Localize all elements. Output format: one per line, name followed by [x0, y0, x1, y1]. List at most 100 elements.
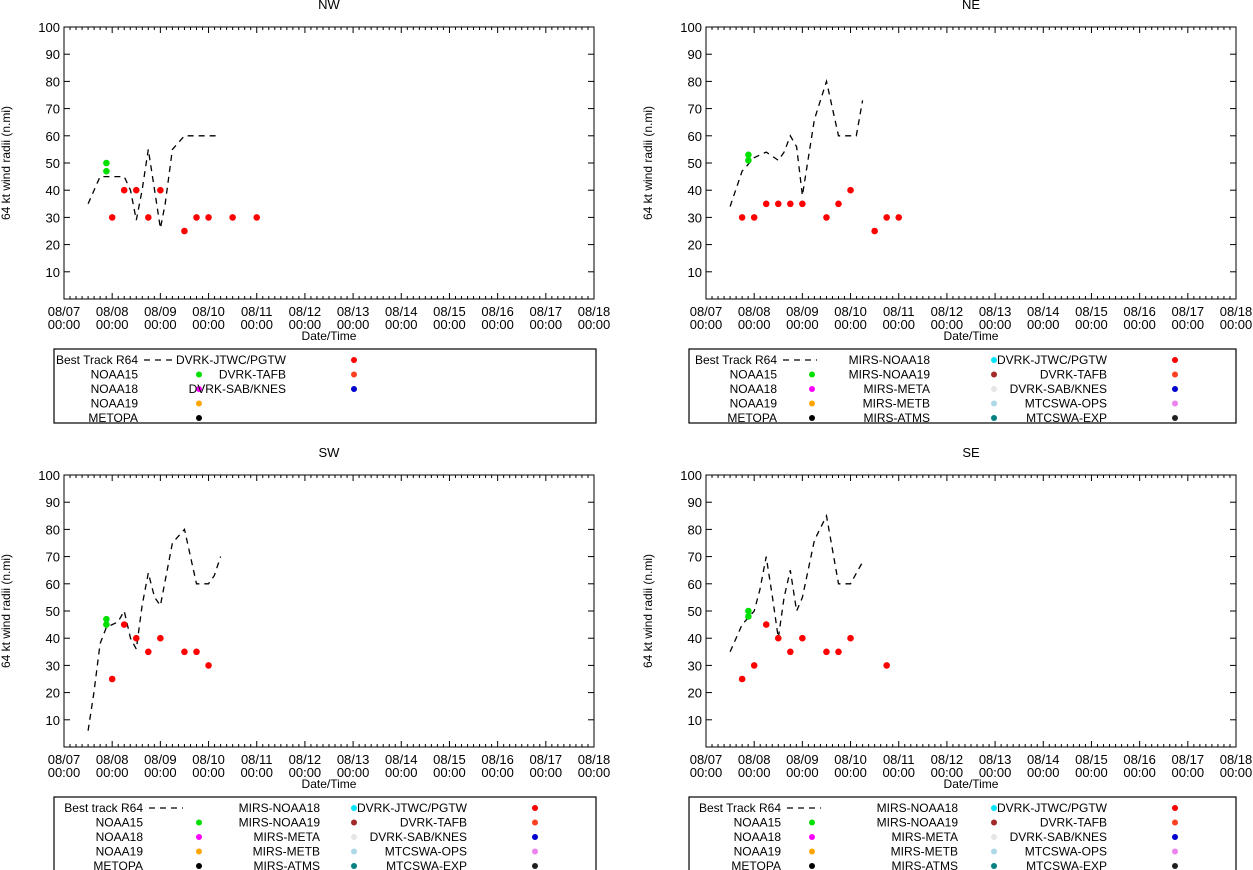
x-tick-time-label: 00:00 — [96, 317, 129, 332]
y-tick-label: 80 — [688, 522, 702, 537]
legend-label: Best Track R64 — [56, 353, 138, 367]
y-axis-label: 64 kt wind radii (n.mi) — [0, 106, 13, 220]
x-tick-time-label: 00:00 — [1172, 765, 1205, 780]
legend-label: NOAA15 — [96, 816, 144, 830]
x-tick-time-label: 00:00 — [738, 317, 771, 332]
x-tick-date-label: 08/07 — [48, 752, 81, 767]
y-tick-label: 40 — [46, 631, 60, 646]
x-tick-time-label: 00:00 — [1075, 765, 1108, 780]
legend-point-key — [809, 371, 815, 378]
x-tick-time-label: 00:00 — [48, 765, 81, 780]
legend-point-key — [196, 400, 202, 407]
x-tick-time-label: 00:00 — [738, 765, 771, 780]
legend-point-key — [351, 848, 357, 855]
y-tick-label: 100 — [38, 468, 60, 483]
x-tick-date-label: 08/13 — [337, 304, 370, 319]
legend-point-key — [991, 400, 997, 407]
legend-point-key — [1172, 805, 1178, 811]
x-tick-date-label: 08/16 — [481, 752, 514, 767]
x-tick-time-label: 00:00 — [931, 765, 964, 780]
legend-label: DVRK-JTWC/PGTW — [997, 353, 1108, 367]
x-tick-time-label: 00:00 — [337, 317, 370, 332]
legend-label: MIRS-NOAA18 — [877, 801, 959, 815]
legend-label: MTCSWA-EXP — [386, 859, 467, 870]
data-point-dvrk-jtwc-pgtw — [205, 214, 212, 221]
x-tick-date-label: 08/08 — [96, 304, 129, 319]
chart-panel-se: SE 10 20 30 40 50 60 70 80 90 100 64 kt wind radii … — [641, 445, 1252, 870]
x-tick-time-label: 00:00 — [337, 765, 370, 780]
x-tick-date-label: 08/11 — [883, 752, 915, 767]
x-tick-time-label: 00:00 — [289, 765, 322, 780]
legend-point-key — [532, 848, 538, 855]
plot-frame — [63, 474, 595, 748]
x-tick-date-label: 08/10 — [834, 752, 867, 767]
legend-label: METOPA — [93, 859, 143, 870]
data-point-dvrk-jtwc-pgtw — [193, 214, 200, 221]
legend-point-key — [196, 415, 202, 421]
legend-label: Best Track R64 — [699, 801, 781, 815]
best-track-line — [87, 528, 222, 731]
x-tick-time-label: 00:00 — [96, 765, 129, 780]
x-tick-date-label: 08/13 — [979, 304, 1012, 319]
data-point-dvrk-jtwc-pgtw — [787, 648, 794, 656]
x-tick-time-label: 00:00 — [481, 765, 514, 780]
legend-point-key — [1172, 415, 1178, 421]
x-tick-date-label: 08/18 — [1220, 752, 1253, 767]
x-tick-time-label: 00:00 — [834, 765, 867, 780]
data-point-dvrk-jtwc-pgtw — [750, 214, 758, 221]
x-tick-time-label: 00:00 — [433, 317, 466, 332]
data-point-dvrk-jtwc-pgtw — [787, 200, 794, 208]
x-tick-time-label: 00:00 — [882, 317, 915, 332]
x-tick-time-label: 00:00 — [578, 765, 611, 780]
data-point-dvrk-jtwc-pgtw — [145, 214, 152, 221]
x-tick-time-label: 00:00 — [1220, 317, 1253, 332]
x-tick-time-label: 00:00 — [1220, 765, 1253, 780]
x-tick-date-label: 08/07 — [690, 304, 723, 319]
x-tick-date-label: 08/09 — [786, 752, 819, 767]
x-tick-time-label: 00:00 — [834, 317, 867, 332]
plot-frame — [63, 26, 595, 300]
legend-point-key — [991, 386, 997, 392]
chart-panel-ne: NE 10 20 30 40 50 60 70 80 90 100 64 kt wind radii … — [641, 0, 1252, 425]
y-tick-label: 50 — [46, 604, 60, 619]
data-point-dvrk-jtwc-pgtw — [774, 634, 782, 642]
x-tick-time-label: 00:00 — [530, 317, 563, 332]
legend-point-key — [351, 357, 357, 363]
x-tick-time-label: 00:00 — [931, 317, 964, 332]
data-point-dvrk-jtwc-pgtw — [108, 675, 116, 683]
y-tick-label: 70 — [688, 102, 702, 117]
y-tick-label: 90 — [46, 495, 60, 510]
chart-title: NW — [318, 0, 340, 12]
legend-label: NOAA15 — [730, 368, 778, 382]
legend-point-key — [991, 848, 997, 855]
x-tick-date-label: 08/13 — [337, 752, 370, 767]
data-point-dvrk-jtwc-pgtw — [132, 634, 140, 642]
x-tick-date-label: 08/08 — [738, 752, 771, 767]
y-tick-label: 20 — [46, 238, 60, 253]
legend-point-key — [991, 415, 997, 421]
x-tick-date-label: 08/14 — [1027, 304, 1060, 319]
legend-label: NOAA15 — [734, 816, 782, 830]
x-tick-date-label: 08/11 — [241, 304, 273, 319]
x-tick-date-label: 08/09 — [144, 304, 177, 319]
y-tick-label: 10 — [46, 265, 60, 280]
legend-label: MTCSWA-EXP — [1026, 411, 1107, 425]
data-point-noaa15 — [103, 615, 110, 623]
data-point-dvrk-jtwc-pgtw — [835, 200, 842, 208]
x-tick-time-label: 00:00 — [48, 317, 81, 332]
y-tick-label: 30 — [46, 658, 60, 673]
legend-label: DVRK-JTWC/PGTW — [176, 353, 287, 367]
data-point-dvrk-jtwc-pgtw — [108, 214, 116, 221]
x-tick-date-label: 08/17 — [1172, 304, 1205, 319]
best-track-line — [729, 78, 864, 207]
legend-label: METOPA — [88, 411, 138, 425]
x-tick-time-label: 00:00 — [433, 765, 466, 780]
x-tick-date-label: 08/10 — [192, 304, 225, 319]
legend-label: METOPA — [731, 859, 781, 870]
x-tick-date-label: 08/14 — [385, 304, 418, 319]
data-point-dvrk-jtwc-pgtw — [253, 214, 261, 221]
legend-label: MTCSWA-OPS — [385, 845, 467, 859]
x-tick-date-label: 08/17 — [530, 304, 563, 319]
y-tick-label: 20 — [688, 238, 702, 253]
